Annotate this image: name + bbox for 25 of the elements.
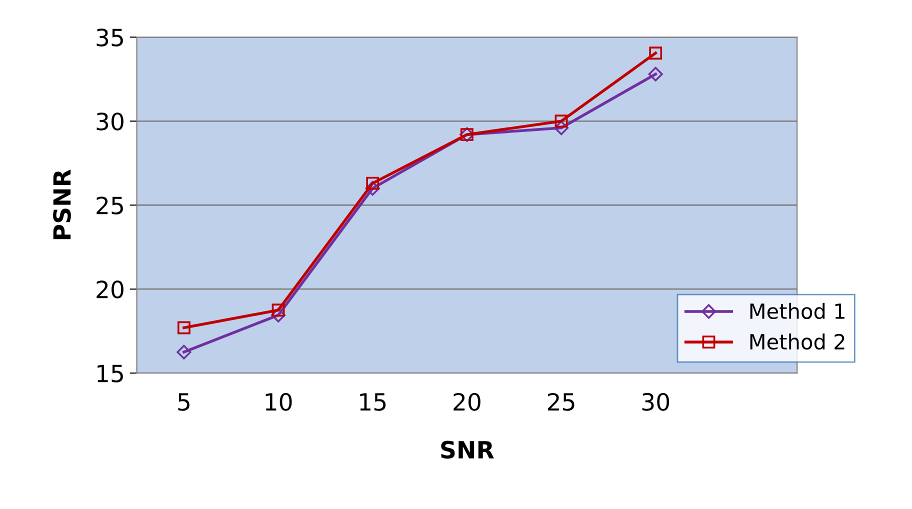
point — [648, 66, 663, 82]
point — [554, 114, 568, 128]
legend-label: Method 1 — [750, 302, 844, 320]
point — [178, 321, 190, 334]
y-tick-label: 25 — [96, 196, 123, 214]
x-tick-label: 30 — [642, 392, 670, 411]
point — [554, 120, 569, 136]
x-tick-label: 15 — [360, 393, 386, 411]
x-tick-label: 20 — [454, 392, 480, 411]
point — [365, 181, 380, 196]
point — [649, 46, 662, 60]
point — [271, 308, 286, 322]
x-axis-title: SNR — [441, 440, 494, 459]
legend-label: Method 2 — [750, 334, 844, 350]
point — [272, 304, 285, 317]
y-tick-label: 35 — [96, 28, 123, 46]
x-tick-label: 10 — [266, 392, 292, 411]
y-tick-label: 15 — [98, 364, 123, 382]
point — [366, 176, 380, 190]
point — [176, 344, 192, 360]
y-tick-label: 20 — [96, 280, 124, 298]
y-tick-label: 30 — [96, 112, 124, 130]
x-tick-label: 25 — [548, 392, 574, 411]
y-axis-title: PSNR — [53, 169, 71, 240]
x-tick-label: 5 — [178, 393, 190, 411]
